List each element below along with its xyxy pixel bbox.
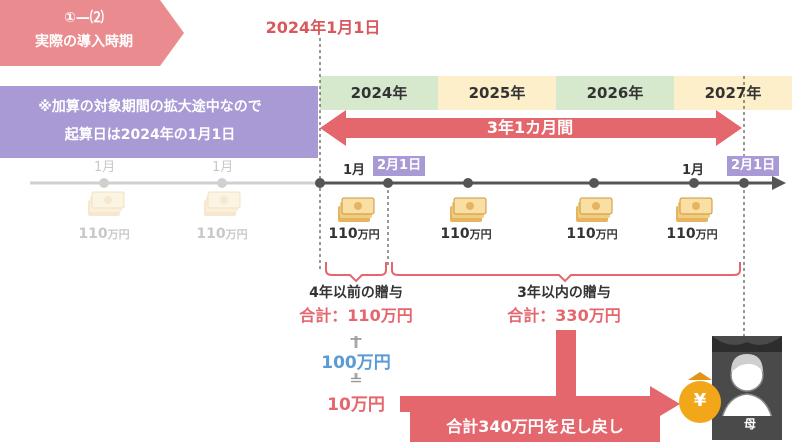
gift-amount-faded: 110万円 [196, 226, 248, 242]
bracket-before [325, 262, 387, 283]
mother-icon [712, 336, 782, 440]
group-within-title: 3年以内の贈与 [517, 285, 611, 301]
gift-amount: 110万円 [328, 226, 380, 242]
bracket-within [391, 262, 741, 283]
feb-end-label: 2月1日 [727, 156, 780, 176]
note-box: ※加算の対象期間の拡大途中なので 起算日は2024年の1月1日 [0, 86, 318, 158]
group-before-total: 合計：110万円 [299, 306, 413, 325]
money-stack-icon [338, 197, 375, 222]
yen-symbol: ¥ [693, 390, 707, 411]
money-stack-icon [676, 197, 713, 222]
month-label-jan: 1月 [343, 163, 366, 178]
badge-title: 実際の導入時期 [35, 34, 133, 50]
sum-back-label: 合計340万円を足し戻し [446, 417, 624, 436]
year-2027: 2027年 [674, 76, 792, 110]
period-label: 3年1カ月間 [486, 118, 574, 137]
group-before-title: 4年以前の贈与 [309, 285, 403, 301]
month-label-jan-end: 1月 [682, 163, 705, 178]
year-2026: 2026年 [556, 76, 674, 110]
section-badge [0, 0, 184, 66]
month-label-faded: 1月 [212, 160, 234, 175]
result-amount: 10万円 [327, 395, 385, 415]
money-stack-icon [204, 191, 241, 216]
timeline-arrowhead [772, 176, 786, 190]
gift-amount: 110万円 [440, 226, 492, 242]
badge-number: ①—⑵ [64, 10, 104, 26]
equals-sign: ＝ [349, 374, 363, 389]
feb-start-label: 2月1日 [373, 156, 426, 176]
timeline-dot [739, 178, 749, 188]
timeline-dot [463, 178, 473, 188]
group-within-total: 合計：330万円 [507, 306, 621, 325]
section-badge-text: ①—⑵ 実際の導入時期 [14, 6, 154, 54]
timeline-dot [315, 178, 325, 188]
timeline-dot [689, 178, 699, 188]
sum-label-bg [410, 410, 660, 442]
year-2024: 2024年 [320, 76, 438, 110]
timeline-dot [217, 178, 227, 188]
money-stack-icon [88, 191, 125, 216]
gift-amount-faded: 110万円 [78, 226, 130, 242]
sum-arrow-stem [556, 330, 576, 410]
minus-sign: ー [349, 333, 363, 348]
money-stack-icon [576, 197, 613, 222]
money-bag-icon [679, 372, 721, 423]
period-double-arrow [320, 110, 742, 146]
money-stack-icon [450, 197, 487, 222]
month-label-faded: 1月 [94, 160, 116, 175]
timeline-dot [383, 178, 393, 188]
mother-label: 母 [743, 417, 756, 431]
note-line-2: 起算日は2024年の1月1日 [64, 127, 236, 143]
gift-amount: 110万円 [666, 226, 718, 242]
timeline-dot [589, 178, 599, 188]
deduction-amount: 100万円 [321, 353, 391, 373]
note-line-1: ※加算の対象期間の拡大途中なので [38, 99, 262, 115]
gift-amount: 110万円 [566, 226, 618, 242]
sum-arrow-shaft [400, 396, 650, 412]
year-2025: 2025年 [438, 76, 556, 110]
timeline-dot [99, 178, 109, 188]
start-date-label: 2024年1月1日 [265, 18, 381, 37]
